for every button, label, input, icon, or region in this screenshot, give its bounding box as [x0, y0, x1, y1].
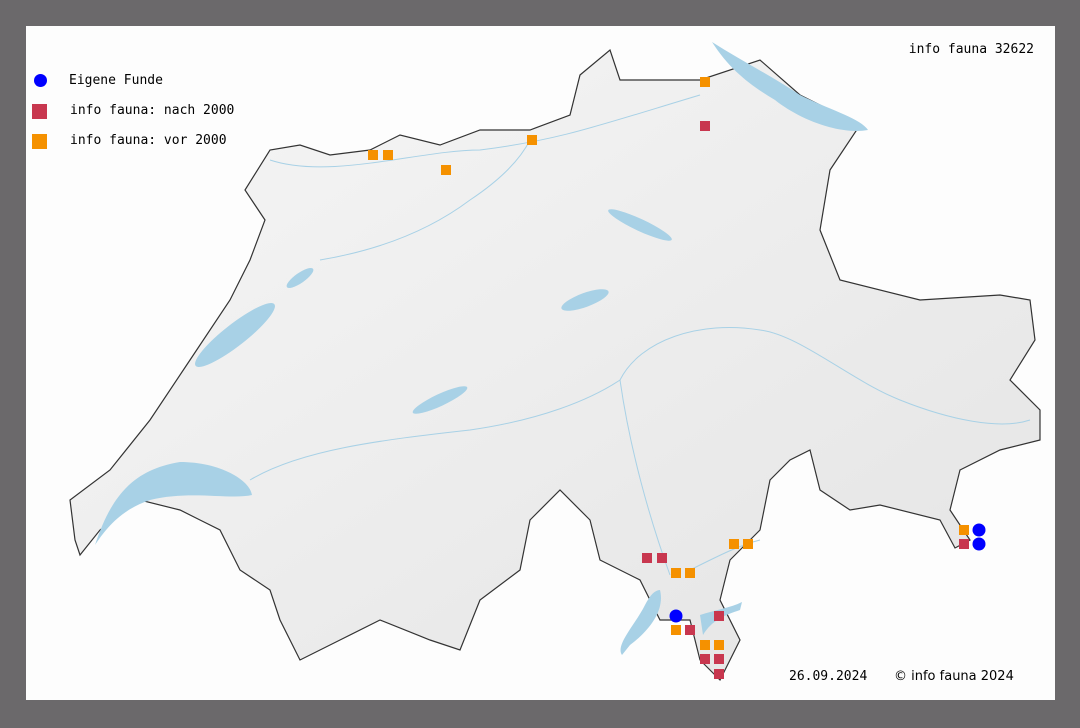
record-after-2000-marker — [714, 654, 724, 664]
legend-label: info fauna: nach 2000 — [70, 103, 235, 118]
orange-square-icon — [32, 134, 47, 149]
occurrence-markers — [368, 77, 986, 679]
record-before-2000-marker — [671, 625, 681, 635]
copyright: © info fauna 2024 — [894, 669, 1014, 684]
record-before-2000-marker — [441, 165, 451, 175]
own-finding-marker — [972, 523, 986, 537]
country-outline — [69, 48, 1041, 682]
record-before-2000-marker — [671, 568, 681, 578]
lake-lucerne — [561, 289, 609, 311]
record-after-2000-marker — [714, 669, 724, 679]
record-after-2000-marker — [642, 553, 652, 563]
red-square-icon — [32, 104, 47, 119]
map-frame: info fauna 32622 Eigene Funde info fauna… — [26, 26, 1055, 700]
lake-thun — [412, 386, 468, 414]
legend-label: info fauna: vor 2000 — [70, 133, 227, 148]
record-before-2000-marker — [527, 135, 537, 145]
map-date: 26.09.2024 — [789, 669, 868, 684]
record-before-2000-marker — [700, 77, 710, 87]
record-after-2000-marker — [959, 539, 969, 549]
record-before-2000-marker — [729, 539, 739, 549]
switzerland-map — [69, 42, 1041, 682]
record-before-2000-marker — [685, 568, 695, 578]
lake-neuchatel — [195, 303, 275, 367]
blue-circle-icon — [34, 74, 47, 87]
map-title: info fauna 32622 — [908, 42, 1034, 57]
record-before-2000-marker — [743, 539, 753, 549]
record-after-2000-marker — [700, 121, 710, 131]
record-after-2000-marker — [714, 611, 724, 621]
lake-biel — [286, 267, 314, 289]
lake-zurich — [608, 209, 672, 241]
record-after-2000-marker — [700, 654, 710, 664]
lake-maggiore — [620, 590, 661, 655]
legend-label: Eigene Funde — [69, 73, 163, 88]
lake-lugano — [700, 602, 742, 635]
own-finding-marker — [669, 609, 683, 623]
record-before-2000-marker — [959, 525, 969, 535]
record-before-2000-marker — [368, 150, 378, 160]
lakes — [95, 42, 868, 655]
rivers — [249, 94, 1031, 576]
record-before-2000-marker — [700, 640, 710, 650]
lake-geneva — [95, 462, 252, 545]
record-before-2000-marker — [383, 150, 393, 160]
own-finding-marker — [972, 537, 986, 551]
lake-constance — [712, 42, 868, 131]
record-after-2000-marker — [657, 553, 667, 563]
record-before-2000-marker — [714, 640, 724, 650]
record-after-2000-marker — [685, 625, 695, 635]
